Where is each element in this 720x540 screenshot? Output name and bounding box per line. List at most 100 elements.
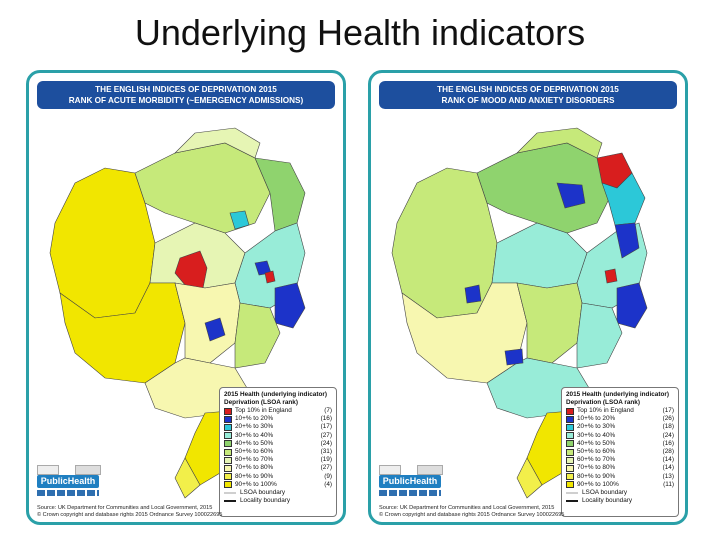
legend-swatch (224, 440, 232, 448)
source-line-1: Source: UK Department for Communities an… (379, 505, 555, 511)
region-north-light (174, 127, 261, 159)
legend-item: 20+% to 30% (18) (566, 423, 674, 431)
legend-item: 70+% to 80% (27) (224, 464, 332, 472)
legend-locality-row: Locality boundary (566, 497, 674, 505)
region-southwest (401, 282, 528, 384)
legend-count: (24) (662, 431, 674, 439)
legend-item: 30+% to 40% (27) (224, 432, 332, 440)
lsoa-label: LSOA boundary (240, 488, 286, 496)
legend-lsoa-row: LSOA boundary (566, 489, 674, 497)
legend-count: (13) (662, 472, 674, 480)
region-blue-north (556, 182, 586, 209)
legend-swatch (224, 464, 232, 472)
council-logo-icon (379, 465, 401, 475)
region-south-center (516, 282, 583, 364)
region-southeast (234, 302, 281, 369)
banner-line-2: RANK OF MOOD AND ANXIETY DISORDERS (441, 96, 615, 105)
region-north-green (476, 142, 613, 234)
legend-item: 80+% to 90% (13) (566, 473, 674, 481)
legend-swatch (566, 473, 574, 481)
legend-label: 90+% to 100% (577, 480, 619, 488)
region-west-green (391, 167, 498, 319)
legend-count: (31) (320, 447, 332, 455)
source-line-1: Source: UK Department for Communities an… (37, 505, 213, 511)
legend-item: 30+% to 40% (24) (566, 432, 674, 440)
source-note: Source: UK Department for Communities an… (37, 505, 257, 519)
legend-swatch (224, 423, 232, 431)
legend-count: (11) (663, 480, 674, 488)
legend-item: 10+% to 20% (26) (566, 415, 674, 423)
legend-label: 40+% to 50% (235, 439, 274, 447)
locality-label: Locality boundary (582, 497, 633, 505)
public-health-logo: PublicHealth (37, 465, 101, 501)
legend-label: 30+% to 40% (577, 431, 616, 439)
legend-count: (16) (320, 415, 332, 423)
region-center (491, 222, 588, 289)
acute-morbidity-map-panel: THE ENGLISH INDICES OF DEPRIVATION 2015 … (26, 70, 346, 525)
legend-title-1: 2015 Health (underlying indicator) (224, 391, 327, 398)
lsoa-line-icon (566, 492, 578, 494)
legend-item: 80+% to 90% (9) (224, 473, 332, 481)
legend-count: (17) (320, 423, 332, 431)
legend-item: Top 10% in England (17) (566, 407, 674, 415)
legend-swatch (224, 456, 232, 464)
legend-count: (16) (662, 439, 674, 447)
legend-item: 90+% to 100% (4) (224, 481, 332, 489)
legend-swatch (566, 407, 574, 415)
region-northeast-cyan (601, 172, 646, 226)
mood-anxiety-map-panel: THE ENGLISH INDICES OF DEPRIVATION 2015 … (368, 70, 688, 525)
legend-label: 70+% to 80% (235, 464, 274, 472)
locality-label: Locality boundary (240, 497, 291, 505)
nhs-tag-icon (75, 465, 101, 475)
legend-label: 60+% to 70% (577, 456, 616, 464)
legend-item: Top 10% in England (7) (224, 407, 332, 415)
map-legend: 2015 Health (underlying indicator) Depri… (561, 387, 679, 517)
region-west-yellow (49, 167, 156, 319)
legend-swatch (566, 423, 574, 431)
legend-count: (19) (320, 456, 332, 464)
partner-logos-strip (37, 490, 99, 496)
legend-label: 80+% to 90% (235, 472, 274, 480)
legend-label: 80+% to 90% (577, 472, 616, 480)
region-southwest-yellow (59, 282, 186, 384)
legend-label: 30+% to 40% (235, 431, 274, 439)
region-red-small (604, 268, 618, 284)
legend-swatch (566, 456, 574, 464)
legend-count: (27) (320, 464, 332, 472)
legend-count: (18) (662, 423, 674, 431)
page-title: Underlying Health indicators (134, 12, 586, 53)
legend-label: 20+% to 30% (235, 423, 274, 431)
legend-swatch (224, 415, 232, 423)
region-east-coast (274, 282, 306, 329)
legend-title-2: Deprivation (LSOA rank) (224, 399, 298, 406)
legend-item: 60+% to 70% (14) (566, 456, 674, 464)
source-note: Source: UK Department for Communities an… (379, 505, 599, 519)
legend-count: (4) (324, 480, 332, 488)
locality-line-icon (224, 500, 236, 503)
region-east-coast (616, 282, 648, 329)
partner-logos-strip (379, 490, 441, 496)
legend-count: (24) (320, 439, 332, 447)
legend-label: Top 10% in England (235, 407, 292, 414)
region-southeast (576, 302, 623, 369)
legend-swatch (224, 481, 232, 489)
legend-swatch (566, 440, 574, 448)
legend-count: (26) (662, 415, 674, 423)
legend-swatch (224, 448, 232, 456)
banner-line-2: RANK OF ACUTE MORBIDITY (~EMERGENCY ADMI… (68, 96, 304, 105)
map-legend: 2015 Health (underlying indicator) Depri… (219, 387, 337, 517)
legend-label: 20+% to 30% (577, 423, 616, 431)
legend-locality-row: Locality boundary (224, 497, 332, 505)
region-north-green (134, 142, 271, 234)
locality-line-icon (566, 500, 578, 503)
legend-count: (9) (324, 472, 332, 480)
map-banner: THE ENGLISH INDICES OF DEPRIVATION 2015 … (379, 81, 677, 109)
region-blue-west (464, 284, 482, 304)
legend-item: 40+% to 50% (16) (566, 440, 674, 448)
map-banner: THE ENGLISH INDICES OF DEPRIVATION 2015 … (37, 81, 335, 109)
public-health-brand: PublicHealth (379, 475, 441, 488)
legend-count: (27) (320, 431, 332, 439)
legend-swatch (566, 464, 574, 472)
legend-count: (14) (662, 456, 674, 464)
legend-swatch (224, 473, 232, 481)
